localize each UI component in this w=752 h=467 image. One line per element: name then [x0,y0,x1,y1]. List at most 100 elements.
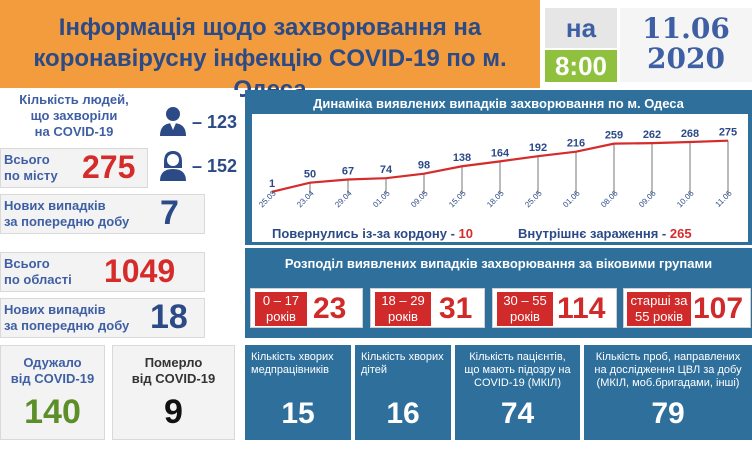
people-label-2: що захворіли [30,108,118,123]
new-region-label-2: за попередню добу [4,318,130,333]
died-label: Померло від COVID-19 [112,355,235,387]
died-panel [112,345,235,440]
tick-label: 08.06 [599,188,620,209]
data-label: 1 [269,178,275,190]
city-label-2: по місту [4,168,58,183]
stat-label-line1: Кількість хворих [361,351,444,363]
age-group-55-plus: старші за 55 років 107 [623,288,751,328]
people-label: Кількість людей, що захворіли на COVID-1… [4,92,144,140]
age-group-30-55: 30 – 55 років 114 [492,288,617,328]
male-count: – 123 [192,112,238,132]
tick-label: 23.04 [295,188,316,209]
tick-label: 10.06 [675,188,696,209]
stat-label-line2: дітей [361,364,388,376]
stat-value: 79 [651,397,685,430]
recovered-label-2: від COVID-19 [10,371,95,386]
died-value: 9 [164,393,183,431]
age-group-0-17: 0 – 17 років 23 [250,288,363,328]
stat-label-line3: (МКІЛ, моб.бригадами, інші) [596,377,740,389]
internal-value: 265 [669,226,692,241]
tick-label: 11.06 [714,188,734,208]
data-label: 67 [342,165,354,177]
new-city-label-1: Нових випадків [4,198,106,213]
stat-label: Кількість хворих медпрацівників [251,351,349,377]
female-count: – 152 [192,156,238,176]
data-label: 259 [605,130,623,142]
data-label: 192 [529,142,547,154]
data-label: 98 [418,160,430,172]
age-group-18-29: 18 – 29 років 31 [370,288,485,328]
age-label-line1: 18 – 29 [381,293,425,308]
age-label-line1: 30 – 55 [503,293,547,308]
age-label-line1: старші за [630,293,688,308]
tick-label: 01.05 [371,188,392,209]
region-label-1: Всього [4,256,50,271]
stat-label: Кількість проб, направлених на досліджен… [586,351,750,390]
age-group-value: 107 [693,292,744,325]
age-title: Розподіл виявлених випадків захворювання… [284,256,713,271]
tick-label: 29.04 [333,188,354,209]
new-region-panel [0,298,205,338]
city-total-value: 275 [82,149,136,185]
age-label-line2: років [510,309,540,324]
died-label-1: Померло [144,355,203,370]
new-city-value: 7 [160,194,179,232]
region-total-value: 1049 [104,253,176,289]
stat-children: Кількість хворих дітей 16 [355,345,451,440]
data-label: 50 [304,169,316,181]
stat-value: 16 [386,397,420,430]
returned-info: Повернулись із-за кордону - 10 [272,226,473,241]
tick-label: 15.05 [447,188,468,209]
internal-info: Внутрішнє зараження - 265 [518,226,692,241]
tick-label: 09.05 [409,188,430,209]
age-group-value: 31 [439,292,473,325]
data-label: 74 [380,164,393,176]
stat-suspected: Кількість пацієнтів, що мають підозру на… [455,345,580,440]
region-total-label: Всього по області [4,256,72,288]
date-box: 11.06 2020 [620,8,752,82]
recovered-label: Одужало від COVID-19 [0,355,105,387]
stat-label-line3: COVID-19 (МКІЛ) [474,377,561,389]
data-label: 138 [453,152,471,164]
new-region-label: Нових випадків за попередню добу [4,302,129,334]
stat-label: Кількість пацієнтів, що мають підозру на… [457,351,578,390]
stat-label-line2: на дослідження ЦВЛ за добу [594,364,742,376]
city-total-panel [0,148,148,188]
internal-label: Внутрішнє зараження - [518,226,667,241]
data-label: 275 [719,127,737,139]
age-label-line2: років [266,309,296,324]
people-label-1: Кількість людей, [19,92,129,107]
header-banner [0,0,540,88]
stat-label-line2: медпрацівників [251,364,329,376]
tick-label: 25.05 [523,188,544,209]
chart-title: Динаміка виявлених випадків захворювання… [313,96,684,111]
stat-label-line1: Кількість проб, направлених [595,351,741,363]
returned-label: Повернулись із-за кордону - [272,226,455,241]
stat-label-line1: Кількість пацієнтів, [469,351,566,363]
male-icon [160,107,186,136]
age-group-label: 30 – 55 років [497,292,553,326]
stat-value: 15 [281,397,315,430]
new-city-label-2: за попередню добу [4,214,130,229]
recovered-panel [0,345,105,440]
new-city-panel [0,194,205,234]
data-label: 216 [567,138,585,150]
city-total-label: Всього по місту [4,152,58,184]
stat-value: 74 [500,397,535,430]
region-label-2: по області [4,272,72,287]
new-region-label-1: Нових випадків [4,302,106,317]
recovered-label-1: Одужало [23,355,82,370]
age-group-value: 23 [313,292,347,325]
stat-label: Кількість хворих дітей [361,351,449,377]
age-label-line2: 55 років [634,309,683,324]
age-group-value: 114 [557,292,606,325]
returned-value: 10 [458,226,474,241]
date-day: 11.06 [642,12,730,45]
title-line-1: Інформація щодо захворювання на [58,14,482,41]
stat-medworkers: Кількість хворих медпрацівників 15 [245,345,351,440]
people-label-3: на COVID-19 [34,124,114,139]
tick-label: 18.05 [485,188,506,209]
stat-samples: Кількість проб, направлених на досліджен… [584,345,752,440]
cases-line-chart: 125.035023.046729.047401.059809.0513815.… [252,114,748,224]
age-group-label: 0 – 17 років [255,292,307,326]
